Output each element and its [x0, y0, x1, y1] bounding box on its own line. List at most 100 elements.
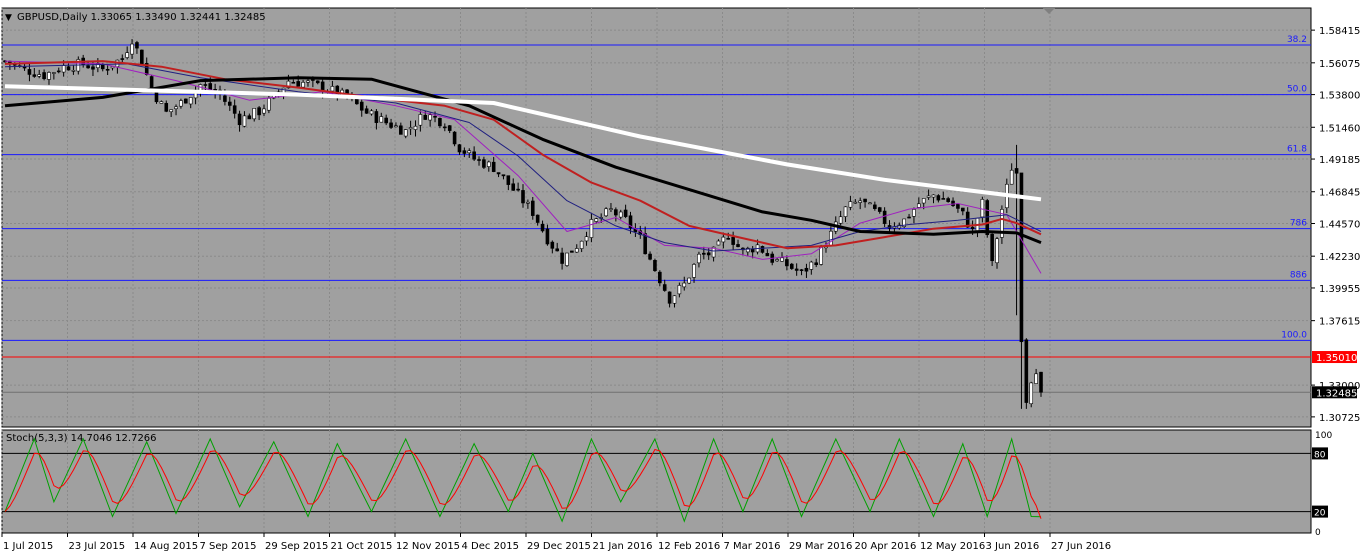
candle-body[interactable] [257, 107, 261, 116]
candle-body[interactable] [169, 109, 173, 113]
candle-body[interactable] [623, 209, 628, 217]
candle-body[interactable] [550, 241, 555, 249]
candle-body[interactable] [242, 115, 247, 127]
candle-body[interactable] [477, 159, 481, 161]
candle-body[interactable] [545, 228, 550, 245]
candle-body[interactable] [47, 72, 51, 80]
candle-body[interactable] [574, 248, 579, 253]
candle-body[interactable] [721, 236, 726, 243]
candle-body[interactable] [926, 195, 931, 198]
candle-body[interactable] [775, 259, 779, 262]
candle-body[interactable] [237, 113, 242, 126]
candle-body[interactable] [286, 80, 291, 89]
candle-body[interactable] [501, 174, 506, 177]
candle-body[interactable] [443, 126, 447, 129]
candle-body[interactable] [42, 72, 46, 80]
candle-body[interactable] [858, 200, 862, 203]
candle-body[interactable] [931, 194, 936, 198]
candle-body[interactable] [418, 114, 423, 126]
candle-body[interactable] [423, 114, 428, 120]
candle-body[interactable] [658, 271, 662, 284]
candle-body[interactable] [535, 214, 540, 223]
candle-body[interactable] [1024, 339, 1029, 403]
candle-body[interactable] [71, 70, 76, 72]
candle-body[interactable] [144, 63, 149, 75]
candle-body[interactable] [56, 70, 61, 73]
candle-body[interactable] [291, 81, 296, 84]
candle-body[interactable] [252, 108, 257, 120]
candle-body[interactable] [873, 204, 877, 209]
candle-body[interactable] [516, 188, 520, 191]
candle-body[interactable] [32, 74, 37, 77]
candle-body[interactable] [946, 198, 950, 202]
candle-body[interactable] [120, 58, 125, 60]
candle-body[interactable] [86, 65, 90, 69]
candle-body[interactable] [1034, 373, 1038, 384]
candle-body[interactable] [100, 64, 105, 70]
candle-body[interactable] [413, 125, 418, 130]
candle-body[interactable] [61, 65, 66, 73]
candle-body[interactable] [159, 101, 164, 104]
candle-body[interactable] [91, 66, 95, 70]
candle-body[interactable] [917, 203, 921, 208]
candle-body[interactable] [609, 208, 613, 210]
candle-body[interactable] [1009, 169, 1014, 185]
candle-body[interactable] [736, 244, 740, 247]
candle-body[interactable] [247, 115, 252, 120]
candle-body[interactable] [301, 82, 305, 88]
candle-body[interactable] [907, 216, 911, 219]
candle-body[interactable] [384, 117, 388, 124]
candle-body[interactable] [990, 233, 994, 262]
candle-body[interactable] [315, 80, 320, 84]
candle-body[interactable] [364, 108, 369, 114]
stoch-plot-area[interactable] [2, 430, 1311, 533]
candle-body[interactable] [105, 68, 110, 71]
candle-body[interactable] [227, 101, 232, 106]
candle-body[interactable] [408, 127, 413, 130]
candle-body[interactable] [1039, 371, 1043, 393]
candle-body[interactable] [1014, 168, 1019, 174]
candle-body[interactable] [760, 246, 765, 253]
candle-body[interactable] [511, 183, 516, 191]
candle-body[interactable] [667, 291, 672, 304]
candle-body[interactable] [570, 250, 574, 253]
candle-body[interactable] [179, 100, 183, 107]
candle-body[interactable] [799, 269, 804, 271]
candle-body[interactable] [731, 237, 735, 245]
candle-body[interactable] [745, 247, 750, 253]
candle-body[interactable] [560, 252, 564, 264]
candle-body[interactable] [1029, 382, 1034, 405]
candle-body[interactable] [882, 210, 887, 224]
candle-body[interactable] [164, 103, 169, 112]
candle-body[interactable] [37, 74, 42, 77]
candle-body[interactable] [780, 257, 784, 262]
candle-body[interactable] [653, 260, 657, 272]
candle-body[interactable] [785, 259, 789, 267]
candle-body[interactable] [936, 195, 941, 201]
candle-body[interactable] [789, 263, 794, 269]
candle-body[interactable] [648, 253, 652, 260]
candle-body[interactable] [27, 69, 32, 75]
candle-body[interactable] [330, 86, 335, 92]
candle-body[interactable] [970, 226, 975, 230]
candle-body[interactable] [433, 115, 437, 118]
candle-body[interactable] [262, 108, 266, 114]
candle-body[interactable] [750, 248, 755, 253]
candle-body[interactable] [174, 106, 178, 110]
candle-body[interactable] [491, 161, 496, 172]
candle-body[interactable] [369, 110, 374, 115]
candle-body[interactable] [22, 66, 27, 69]
candle-body[interactable] [306, 80, 310, 83]
candle-body[interactable] [877, 207, 882, 212]
candle-body[interactable] [584, 236, 589, 242]
candle-body[interactable] [716, 240, 721, 246]
candle-body[interactable] [374, 111, 379, 123]
candle-body[interactable] [438, 118, 442, 127]
candle-body[interactable] [135, 42, 139, 49]
candle-body[interactable] [1019, 172, 1024, 343]
candle-body[interactable] [726, 238, 731, 240]
candle-body[interactable] [379, 116, 384, 123]
candle-body[interactable] [530, 200, 535, 216]
candle-body[interactable] [902, 218, 906, 227]
